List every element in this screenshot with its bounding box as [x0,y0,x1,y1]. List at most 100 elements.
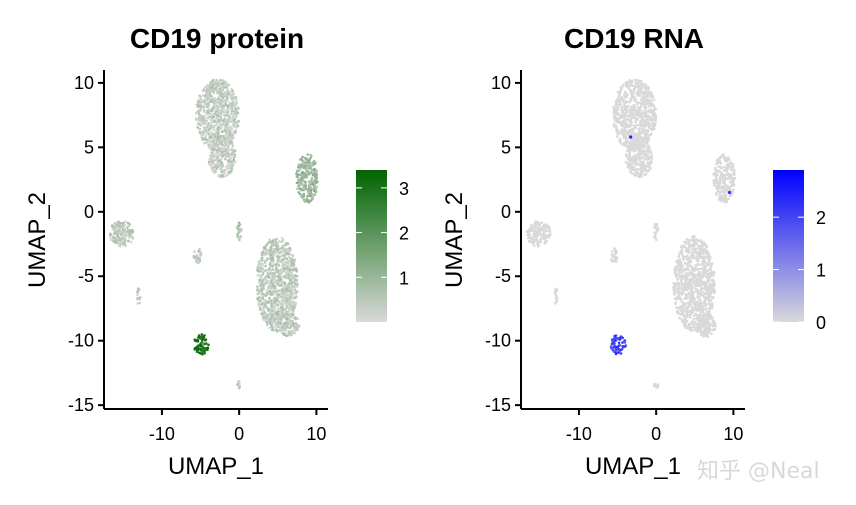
cell-point [713,171,716,175]
cell-point [644,83,648,86]
cell-point [259,283,263,287]
cell-point [274,249,278,253]
cell-point [639,98,643,102]
cell-point [305,195,309,198]
cell-point [614,345,617,349]
cell-point [220,130,224,133]
cell-point [201,335,204,338]
cell-point [726,197,729,201]
cell-point [689,301,692,305]
cell-point [212,78,215,82]
cell-point [308,166,312,170]
cell-point [690,322,693,326]
cell-point [714,168,717,171]
cell-point [728,173,731,177]
cell-point [676,259,679,263]
cell-point [266,300,270,304]
cell-point [278,272,281,275]
cell-point [647,125,650,128]
cell-point [279,317,283,321]
cell-point [628,89,632,92]
cell-point [634,156,638,159]
cell-point [692,325,696,329]
cell-point [699,323,703,327]
cell-point [211,106,214,109]
cell-point [688,299,692,302]
cell-point [533,222,536,226]
cell-point [269,285,273,289]
cell-point [270,262,274,266]
cell-point [616,133,620,136]
cell-point [688,315,692,319]
cell-point [730,166,733,170]
cell-point [236,124,240,128]
cell-point [203,349,207,353]
cell-point [617,103,620,107]
cell-point [202,108,206,112]
cell-point [623,133,627,136]
cell-point [649,127,653,131]
cell-point [713,183,716,187]
cell-point [226,92,230,96]
cell-point [120,230,124,234]
cell-point [236,232,239,236]
cell-point [625,109,628,112]
x-tick-label: 0 [234,424,244,444]
cell-point [269,311,273,314]
cell-point [677,253,681,256]
cell-point [285,287,288,291]
cell-point [315,176,319,179]
cell-point [266,323,269,327]
cell-point [118,242,121,245]
cell-point [202,119,206,122]
cell-point [703,313,706,317]
cell-point [288,278,292,282]
cell-point [526,236,530,240]
cell-point [231,116,235,120]
cell-point [224,135,227,138]
cell-point [230,168,233,171]
cell-point [265,313,269,317]
cell-point [256,292,260,296]
cell-point [646,165,650,168]
cell-point [616,351,620,354]
cell-point [197,112,201,115]
cell-point [539,238,542,241]
cell-point [310,154,313,158]
cell-point [631,129,635,133]
cell-point [628,151,632,154]
cell-point [711,296,715,299]
cell-point [649,155,652,158]
cell-point [628,100,631,104]
cell-point [705,292,708,296]
cell-point [236,111,240,115]
cell-point [690,305,694,309]
cell-point [629,110,633,114]
cell-point [621,119,625,123]
cell-point [643,90,647,93]
cell-point [272,284,275,288]
cell-point [641,160,645,163]
cell-point [694,268,697,272]
cell-point [314,187,318,191]
cell-point [196,338,199,342]
cell-point [288,268,292,272]
cell-point [275,268,279,271]
cell-point [708,255,711,259]
cell-point [226,96,229,99]
cell-point [268,289,272,293]
cell-point [287,255,291,259]
cell-point [267,307,271,311]
cell-point [204,103,208,107]
cell-point [652,103,655,107]
cell-point [231,92,235,96]
cell-point [286,267,290,270]
cell-point [643,132,647,135]
cell-point [197,98,200,102]
cell-point [270,302,274,305]
cell-point [225,83,229,87]
cell-point [678,267,681,270]
legend-tick-label: 1 [399,268,409,288]
cell-point [130,232,133,236]
cell-point [647,169,651,172]
